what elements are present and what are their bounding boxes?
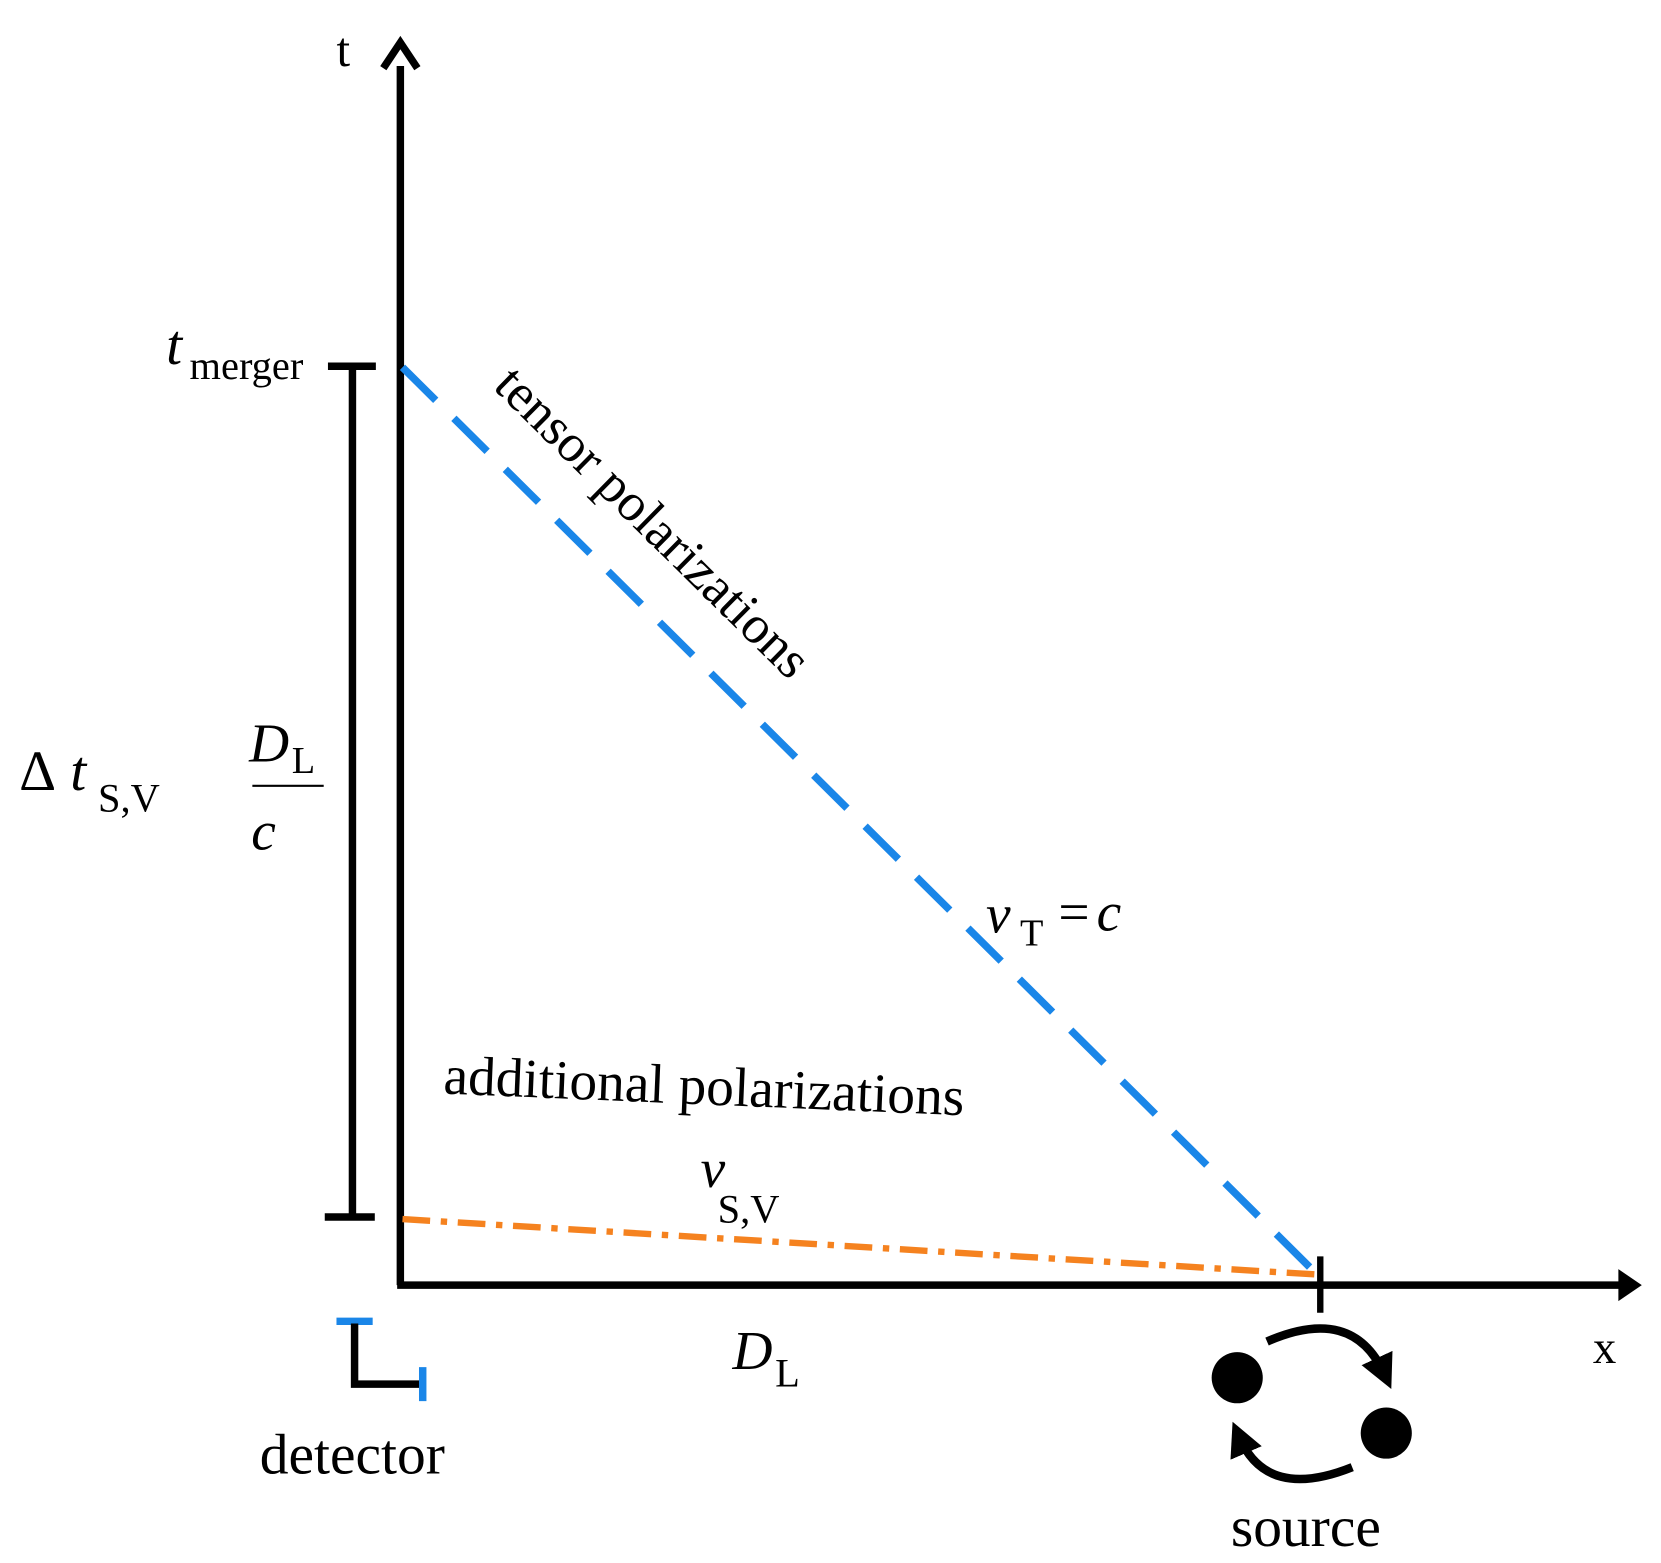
distance-label: DL [732, 1320, 800, 1395]
source-label: source [1231, 1496, 1381, 1559]
fraction-numerator: DL [248, 712, 315, 782]
tensor-label: tensor polarizations [483, 354, 822, 690]
detector-arms [350, 1323, 421, 1388]
orbit-arrow [1265, 1324, 1393, 1389]
tensor-line [399, 364, 1319, 1277]
t-axis-arrow [380, 35, 421, 71]
detector-label: detector [260, 1424, 445, 1487]
v-sv-label: v S,V [701, 1138, 780, 1231]
additional-line [402, 1215, 1317, 1278]
x-axis-arrow [1618, 1269, 1642, 1302]
t-merger-label: t merger [166, 314, 304, 388]
additional-label: additional polarizations [442, 1045, 965, 1128]
t-axis-label: t [336, 22, 350, 77]
x-axis-label: x [1593, 1322, 1616, 1374]
source-body [1360, 1407, 1412, 1459]
orbit-arrow [1230, 1421, 1354, 1484]
source-body [1211, 1352, 1263, 1404]
v-t-label: v T = c [986, 882, 1121, 955]
fraction-denominator: c [251, 801, 276, 862]
